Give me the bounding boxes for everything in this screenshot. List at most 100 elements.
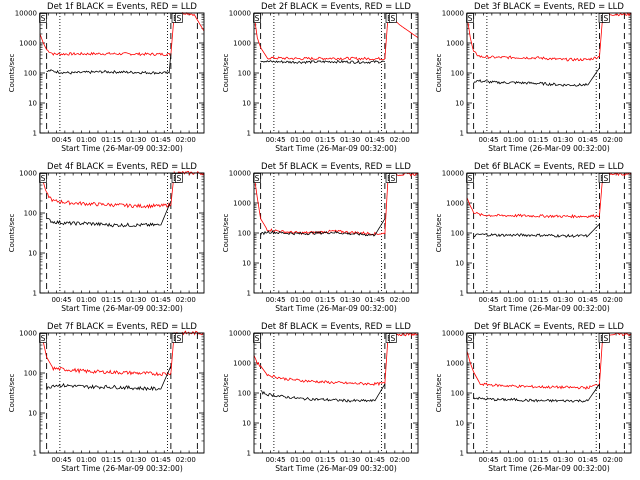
chart-panel-5: Det 5f BLACK = Events, RED = LLD Counts/s…: [222, 162, 419, 313]
chart-panel-7: Det 7f BLACK = Events, RED = LLD Counts/s…: [8, 322, 205, 473]
x-tick-label: 01:00: [503, 136, 523, 144]
y-axis-label: Counts/sec: [8, 374, 16, 413]
x-axis-label: Start Time (26-Mar-09 00:32:00): [275, 464, 397, 473]
y-tick-label: 100: [238, 70, 251, 78]
marker-label: S: [390, 14, 395, 23]
y-tick-label: 10000: [442, 10, 464, 18]
plot-frame: [39, 172, 205, 294]
x-axis-label: Start Time (26-Mar-09 00:32:00): [488, 464, 610, 473]
chart-panel-3: Det 3f BLACK = Events, RED = LLD Counts/s…: [435, 2, 632, 153]
y-tick-label: 10000: [442, 330, 464, 338]
x-tick-label: 01:00: [76, 456, 96, 464]
y-tick-label: 1000: [446, 40, 464, 48]
chart-title: Det 8f BLACK = Events, RED = LLD: [261, 322, 411, 332]
x-tick-label: 01:45: [578, 136, 598, 144]
x-tick-label: 01:00: [290, 296, 310, 304]
x-axis-label: Start Time (26-Mar-09 00:32:00): [61, 144, 183, 153]
x-tick-label: 01:30: [340, 456, 360, 464]
chart-panel-6: Det 6f BLACK = Events, RED = LLD Counts/s…: [435, 162, 632, 313]
event-rate-series: [260, 59, 385, 65]
chart-title: Det 7f BLACK = Events, RED = LLD: [47, 322, 197, 332]
x-tick-label: 01:15: [101, 456, 121, 464]
event-rate-series: [260, 218, 386, 237]
marker-label-box: [466, 333, 474, 343]
x-axis-label: Start Time (26-Mar-09 00:32:00): [61, 304, 183, 313]
x-tick-label: 01:15: [315, 136, 335, 144]
y-axis-label: Counts/sec: [222, 214, 230, 253]
y-tick-label: 100: [24, 210, 37, 218]
x-tick-label: 01:15: [101, 296, 121, 304]
marker-label: S: [603, 14, 608, 23]
y-tick-label: 10: [28, 410, 37, 418]
plot-frame: [253, 332, 419, 454]
marker-label-box: [253, 13, 261, 23]
marker-label: S: [176, 334, 181, 343]
y-tick-label: 10000: [15, 10, 37, 18]
y-tick-label: 100: [451, 230, 464, 238]
y-tick-label: 1: [33, 290, 37, 298]
y-tick-label: 10: [28, 250, 37, 258]
plot-frame: [253, 172, 419, 294]
plot-frame: [39, 332, 205, 454]
y-tick-label: 1: [247, 450, 251, 458]
marker-label: S: [41, 14, 46, 23]
marker-label-box: [388, 333, 397, 343]
x-tick-label: 01:45: [578, 456, 598, 464]
x-tick-label: 01:45: [151, 136, 171, 144]
marker-label: S: [255, 334, 260, 343]
plot-frame: [253, 12, 419, 134]
y-tick-label: 10: [455, 260, 464, 268]
x-tick-label: 02:00: [176, 296, 196, 304]
x-tick-label: 00:45: [51, 456, 71, 464]
marker-label: S: [255, 174, 260, 183]
marker-label: S: [255, 14, 260, 23]
chart-title: Det 6f BLACK = Events, RED = LLD: [474, 162, 624, 172]
y-axis-label: Counts/sec: [8, 214, 16, 253]
marker-label-box: [601, 173, 610, 183]
y-tick-label: 1: [247, 130, 251, 138]
x-tick-label: 01:45: [365, 296, 385, 304]
x-tick-label: 01:45: [365, 456, 385, 464]
y-tick-label: 10: [242, 100, 251, 108]
y-axis-label: Counts/sec: [222, 54, 230, 93]
x-axis-label: Start Time (26-Mar-09 00:32:00): [61, 464, 183, 473]
x-tick-label: 01:30: [553, 296, 573, 304]
plot-frame: [39, 12, 205, 134]
x-tick-label: 00:45: [265, 456, 285, 464]
y-tick-label: 1000: [233, 200, 251, 208]
marker-label-box: [39, 173, 47, 183]
event-rate-series: [46, 53, 172, 75]
x-axis-label: Start Time (26-Mar-09 00:32:00): [488, 144, 610, 153]
marker-label: S: [390, 174, 395, 183]
y-tick-label: 1000: [19, 330, 37, 338]
marker-label: S: [41, 334, 46, 343]
x-tick-label: 01:30: [553, 456, 573, 464]
x-tick-label: 01:15: [528, 296, 548, 304]
x-tick-label: 02:00: [176, 456, 196, 464]
marker-label: S: [176, 174, 181, 183]
y-tick-label: 10: [242, 420, 251, 428]
marker-label: S: [468, 174, 473, 183]
y-tick-label: 100: [451, 390, 464, 398]
x-tick-label: 00:45: [478, 456, 498, 464]
marker-label-box: [174, 13, 183, 23]
event-rate-series: [473, 383, 600, 403]
marker-label-box: [39, 333, 47, 343]
marker-label-box: [39, 13, 47, 23]
plot-frame: [466, 12, 632, 134]
y-tick-label: 1: [33, 130, 37, 138]
marker-label-box: [174, 173, 183, 183]
chart-title: Det 3f BLACK = Events, RED = LLD: [474, 2, 624, 12]
y-tick-label: 100: [24, 70, 37, 78]
x-axis-label: Start Time (26-Mar-09 00:32:00): [275, 144, 397, 153]
x-tick-label: 01:00: [290, 456, 310, 464]
chart-title: Det 2f BLACK = Events, RED = LLD: [261, 2, 411, 12]
y-tick-label: 10000: [229, 330, 251, 338]
event-rate-series: [473, 223, 600, 238]
plot-frame: [466, 332, 632, 454]
marker-label: S: [468, 334, 473, 343]
y-axis-label: Counts/sec: [435, 374, 443, 413]
marker-label-box: [253, 173, 261, 183]
x-tick-label: 01:45: [365, 136, 385, 144]
